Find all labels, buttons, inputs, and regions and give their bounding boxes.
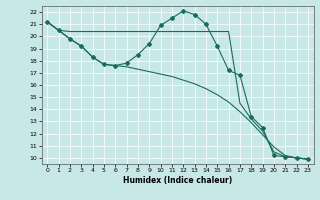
X-axis label: Humidex (Indice chaleur): Humidex (Indice chaleur) <box>123 176 232 185</box>
